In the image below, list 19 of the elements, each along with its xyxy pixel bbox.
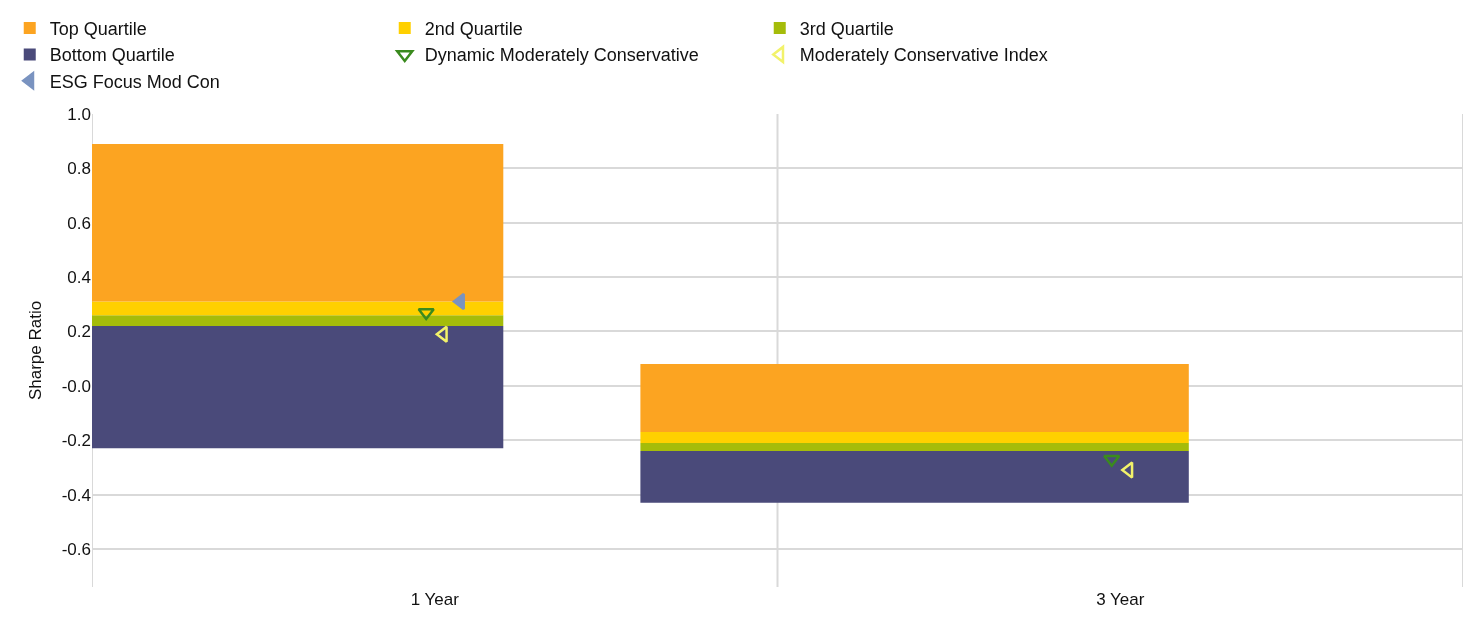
y-tick-label: 0.4: [67, 268, 91, 288]
legend-label: Top Quartile: [49, 19, 147, 40]
legend-label: ESG Focus Mod Con: [49, 71, 220, 92]
legend-label: Dynamic Moderately Conservative: [424, 45, 699, 66]
legend-label: 2nd Quartile: [424, 19, 523, 40]
legend-label: Moderately Conservative Index: [799, 45, 1048, 66]
y-tick-label: -0.2: [61, 431, 91, 451]
y-axis-title: Sharpe Ratio: [26, 300, 46, 401]
y-tick-label: -0.0: [61, 376, 91, 396]
legend-label: Bottom Quartile: [49, 45, 175, 66]
legend-label: 3rd Quartile: [799, 19, 894, 40]
y-tick-label: 0.6: [67, 213, 91, 233]
x-tick-label: 3 Year: [1096, 590, 1145, 609]
y-tick-label: 0.8: [67, 159, 91, 179]
x-tick-label: 1 Year: [410, 590, 460, 609]
y-tick-label: -0.4: [61, 485, 91, 505]
y-tick-label: 0.2: [67, 322, 91, 342]
y-tick-label: 1.0: [67, 104, 91, 124]
y-tick-label: -0.6: [61, 539, 91, 559]
